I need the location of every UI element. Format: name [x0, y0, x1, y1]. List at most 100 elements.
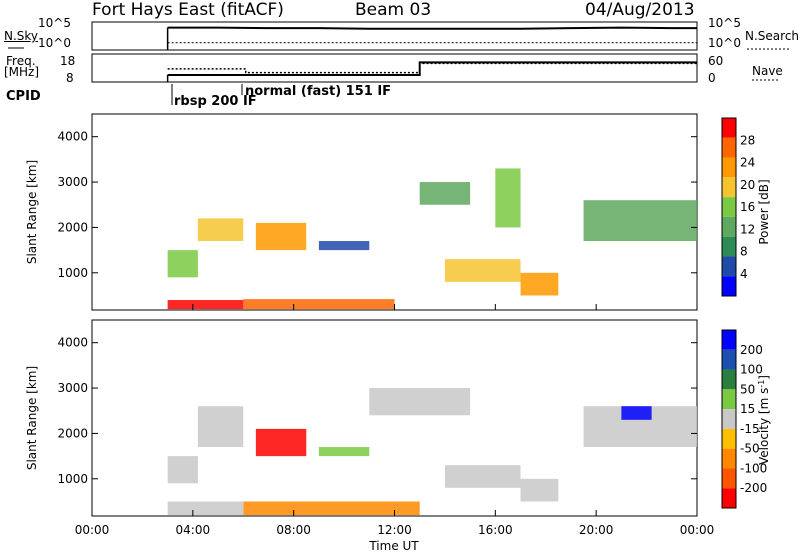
- power-cbar-label-0: 28: [740, 133, 755, 147]
- power-cbar-cell-4: [722, 197, 736, 217]
- power-band-3: [318, 241, 370, 251]
- velocity-ytick-label-2: 2000: [57, 426, 88, 440]
- velocity-colorbar-label-sup: -1: [757, 380, 766, 388]
- freq-label: Freq.: [6, 54, 36, 68]
- velocity-colorbar: 200 100 50 15 -15 -50 -100 -200: [721, 329, 767, 509]
- power-band-9: [243, 299, 395, 310]
- velocity-y-ticks: 4000 3000 2000 1000: [57, 336, 697, 486]
- velocity-cbar-cell-4: [722, 409, 736, 429]
- power-band-1: [197, 218, 244, 242]
- velocity-band-10: [167, 501, 244, 516]
- velocity-cbar-cell-7: [722, 468, 736, 489]
- velocity-band-0: [167, 456, 198, 484]
- power-cbar-cell-5: [722, 216, 736, 237]
- power-ytick-label-0: 4000: [57, 130, 88, 144]
- velocity-cbar-cell-1: [722, 349, 736, 370]
- velocity-colorbar-label-main: Velocity [m s: [757, 388, 771, 465]
- velocity-cbar-label-6: -100: [740, 461, 767, 475]
- velocity-band-9: [243, 501, 420, 516]
- velocity-cbar-cell-2: [722, 369, 736, 390]
- nsky-tick-bottom: 10^0: [38, 36, 71, 50]
- power-band-8: [583, 200, 697, 242]
- freq-lines: [166, 61, 697, 82]
- series-line-freq: [167, 61, 697, 76]
- velocity-cbar-cell-0: [722, 330, 736, 350]
- velocity-cbar-label-2: 50: [740, 382, 755, 396]
- velocity-cbar-cell-6: [722, 448, 736, 469]
- time-x-ticks: 00:00 04:00 08:00 12:00 16:00 20:00 00:00: [75, 304, 715, 537]
- power-band-6: [520, 272, 559, 296]
- nsearch-tick-bottom: 10^0: [708, 36, 741, 50]
- power-cbar-cell-1: [722, 137, 736, 158]
- velocity-cbar-label-1: 100: [740, 363, 763, 377]
- nsky-label: N.Sky: [4, 29, 39, 43]
- power-cbar-frame: [721, 117, 737, 297]
- date-title: 04/Aug/2013: [585, 0, 695, 20]
- velocity-ylabel: Slant Range [km]: [25, 366, 39, 470]
- velocity-ytick-label-0: 4000: [57, 336, 88, 350]
- velocity-band-2: [255, 428, 307, 457]
- xtick-label-2: 08:00: [276, 523, 311, 537]
- power-colorbar-label: Power [dB]: [757, 179, 771, 244]
- nsky-lines: [166, 26, 697, 50]
- velocity-colorbar-label-tail: ]: [757, 375, 771, 380]
- power-band-7: [495, 168, 521, 228]
- beam-title: Beam 03: [355, 0, 432, 20]
- power-colorbar: 28 24 20 16 12 8 4: [721, 117, 755, 297]
- velocity-band-3: [318, 447, 370, 457]
- power-cbar-label-6: 4: [740, 267, 748, 281]
- xtick-label-1: 04:00: [176, 523, 211, 537]
- power-ylabel: Slant Range [km]: [25, 160, 39, 264]
- xtick-label-6: 00:00: [680, 523, 715, 537]
- power-ytick-label-2: 2000: [57, 220, 88, 234]
- power-cbar-label-2: 20: [740, 178, 755, 192]
- power-ytick-label-3: 1000: [57, 266, 88, 280]
- velocity-cbar-label-4: -15: [740, 422, 760, 436]
- velocity-ytick-label-1: 3000: [57, 381, 88, 395]
- station-title: Fort Hays East (fitACF): [92, 0, 284, 20]
- nsky-panel-frame: [91, 21, 698, 51]
- velocity-band-6: [520, 478, 559, 502]
- velocity-band-8: [621, 406, 652, 420]
- freq-tick-top: 18: [60, 54, 76, 68]
- velocity-colorbar-label: Velocity [m s-1]: [757, 375, 771, 465]
- velocity-cbar-frame: [721, 329, 737, 509]
- xtick-label-4: 16:00: [478, 523, 513, 537]
- nsky-tick-top: 10^5: [38, 16, 71, 30]
- velocity-ytick-label-3: 1000: [57, 472, 88, 486]
- power-cbar-label-3: 16: [740, 200, 755, 214]
- power-cbar-label-5: 8: [740, 245, 748, 259]
- freq-unit: [MHz]: [4, 65, 40, 79]
- power-ytick-label-1: 3000: [57, 175, 88, 189]
- velocity-band-1: [197, 406, 244, 448]
- series-line-nsky: [167, 26, 697, 30]
- velocity-cbar-cell-5: [722, 428, 736, 449]
- power-cbar-cell-7: [722, 256, 736, 277]
- power-cbar-label-4: 12: [740, 222, 755, 236]
- velocity-band-4: [369, 388, 471, 416]
- velocity-band-5: [444, 465, 521, 488]
- nave-tick-top: 60: [708, 54, 724, 68]
- xtick-label-0: 00:00: [75, 523, 110, 537]
- velocity-cbar-label-0: 200: [740, 343, 763, 357]
- power-y-ticks: 4000 3000 2000 1000: [57, 130, 697, 280]
- velocity-cbar-label-3: 15: [740, 402, 755, 416]
- power-cbar-label-1: 24: [740, 156, 755, 170]
- velocity-cbar-cell-3: [722, 389, 736, 410]
- power-band-10: [167, 300, 244, 310]
- power-band-0: [167, 250, 198, 278]
- velocity-cbar-cell-8: [722, 488, 736, 508]
- power-cbar-cell-3: [722, 177, 736, 198]
- series-line-nave: [167, 62, 697, 74]
- velocity-bands: [167, 388, 697, 516]
- power-band-4: [419, 182, 471, 205]
- power-cbar-cell-8: [722, 276, 736, 296]
- velocity-cbar-label-5: -50: [740, 442, 760, 456]
- power-band-5: [444, 259, 521, 282]
- velocity-cbar-label-7: -200: [740, 481, 767, 495]
- nave-label: Nave: [752, 64, 783, 78]
- nave-tick-bottom: 0: [708, 71, 716, 85]
- cpid-label: CPID: [6, 89, 41, 104]
- cpid-mode-rbsp: rbsp 200 IF: [174, 94, 257, 109]
